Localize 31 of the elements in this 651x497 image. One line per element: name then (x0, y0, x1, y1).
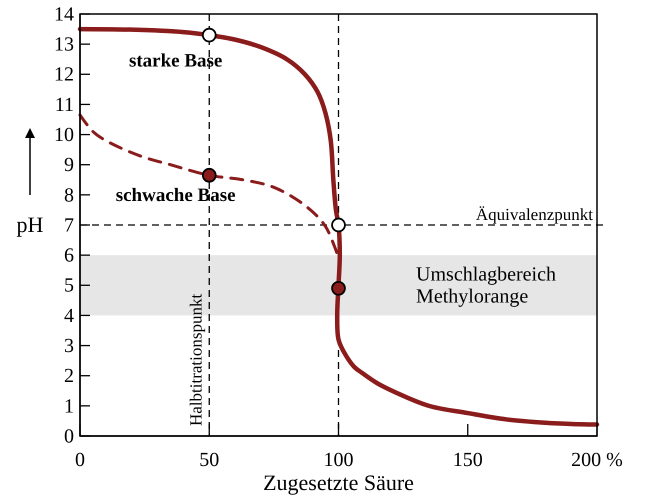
point (202, 28, 217, 42)
y-tick-label: 11 (54, 94, 74, 116)
ref-line-label: Halbtitrationspunkt (186, 294, 206, 426)
x-tick-label: 50 (199, 449, 220, 472)
y-tick-label: 10 (54, 124, 74, 146)
ref-line-label: Äquivalenzpunkt (476, 205, 594, 224)
y-tick-label: 5 (64, 274, 74, 297)
point (202, 168, 217, 183)
y-tick-label: 4 (64, 304, 74, 327)
y-tick-label: 7 (64, 214, 74, 236)
x-axis-title: Zugesetzte Säure (263, 470, 414, 495)
y-axis-title: pH (16, 212, 44, 237)
y-tick-label: 3 (64, 334, 74, 357)
y-tick-label: 8 (64, 184, 74, 206)
y-tick-label: 6 (64, 244, 74, 267)
y-tick-label: 13 (54, 34, 74, 56)
series-label: schwache Base (116, 185, 236, 206)
y-tick-label: 2 (64, 365, 74, 388)
y-tick-label: 1 (64, 395, 74, 418)
point (331, 218, 346, 232)
series-label: starke Base (128, 50, 222, 72)
x-tick-label: 150 (452, 449, 483, 472)
y-tick-label: 9 (64, 154, 74, 176)
y-tick-label: 0 (64, 425, 74, 448)
y-tick-label: 12 (54, 64, 74, 86)
point (331, 280, 346, 296)
y-tick-label: 14 (54, 3, 74, 26)
band-label: Umschlagbereich Methylorange (416, 263, 556, 308)
x-tick-label: 200 % (571, 449, 623, 472)
x-tick-label: 100 (324, 449, 354, 472)
line-series (78, 26, 600, 427)
